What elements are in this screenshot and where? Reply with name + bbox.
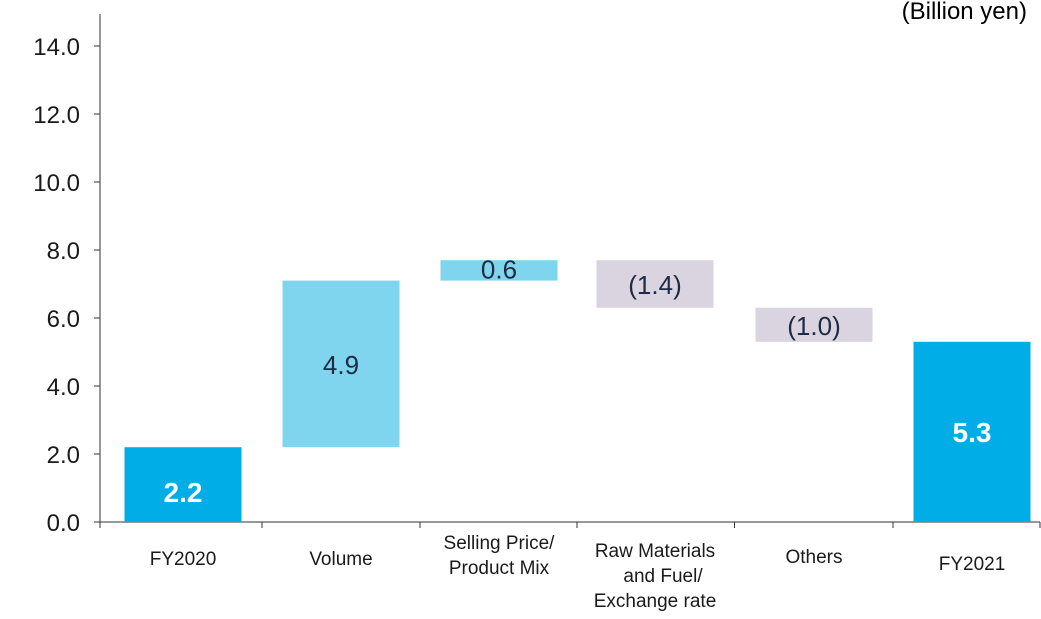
bar-total — [913, 341, 1031, 522]
bar-decrease — [596, 260, 714, 308]
y-tick-label: 6.0 — [47, 306, 80, 333]
y-tick-label: 2.0 — [47, 442, 80, 469]
data-label: (1.0) — [787, 311, 840, 341]
data-label: 5.3 — [953, 417, 992, 448]
x-category-label: Product Mix — [449, 558, 550, 579]
unit-label: (Billion yen) — [901, 0, 1027, 25]
y-tick-label: 10.0 — [33, 170, 80, 197]
data-label: 0.6 — [481, 255, 517, 285]
data-label: 4.9 — [323, 350, 359, 380]
y-tick-label: 0.0 — [47, 510, 80, 537]
bar-decrease — [755, 307, 873, 342]
x-category-label: FY2021 — [939, 554, 1006, 575]
x-category-label: Others — [785, 547, 842, 568]
x-category-label: Volume — [309, 549, 372, 570]
y-tick-label: 4.0 — [47, 374, 80, 401]
y-tick-label: 12.0 — [33, 102, 80, 129]
bar-total — [124, 447, 242, 522]
y-tick-label: 8.0 — [47, 238, 80, 265]
bar-increase — [282, 280, 400, 448]
data-label: 2.2 — [164, 477, 203, 508]
x-category-label: Selling Price/ — [444, 533, 556, 554]
data-label: (1.4) — [628, 270, 681, 300]
y-tick-label: 14.0 — [33, 34, 80, 61]
x-category-label: Exchange rate — [594, 591, 717, 612]
bar-increase — [440, 260, 558, 281]
x-category-label: and Fuel/ — [623, 566, 703, 587]
x-category-label: Raw Materials — [595, 541, 715, 562]
x-category-label: FY2020 — [150, 549, 217, 570]
